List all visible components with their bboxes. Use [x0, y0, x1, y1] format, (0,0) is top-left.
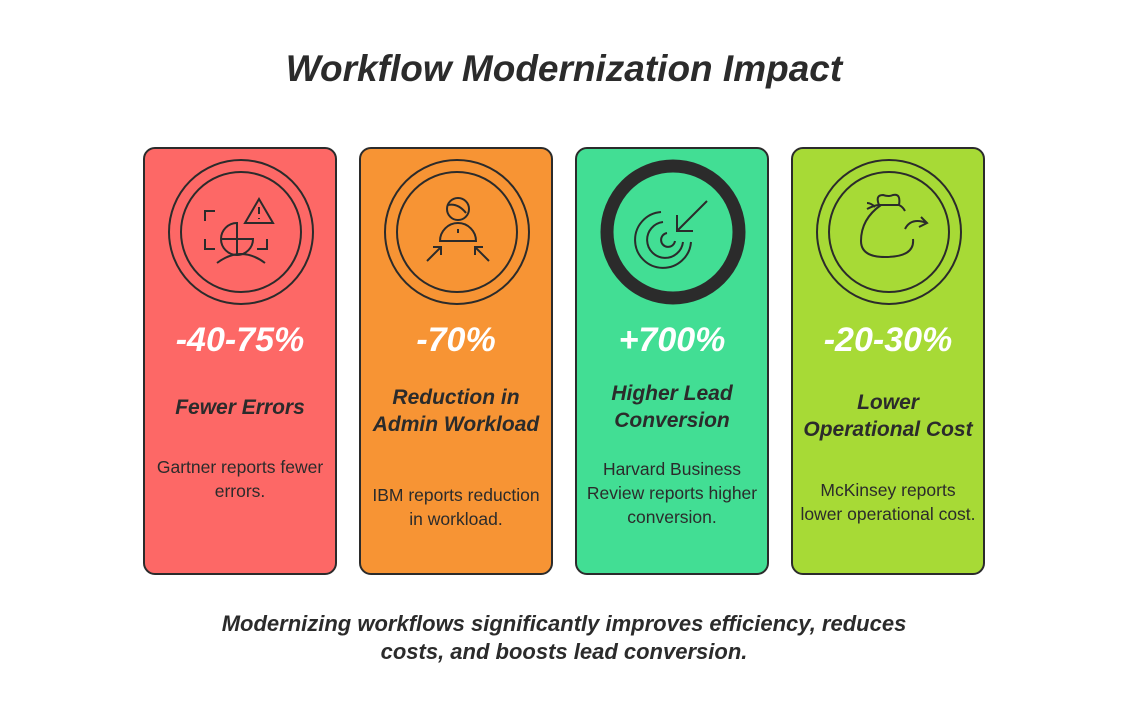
stat-value: -70% [416, 321, 496, 359]
card-operational-cost: -20-30% Lower Operational Cost McKinsey … [791, 147, 985, 575]
stat-label: Lower Operational Cost [803, 391, 973, 441]
admin-person-icon [384, 159, 530, 305]
stat-label: Fewer Errors [175, 395, 305, 419]
stat-label: Reduction in Admin Workload [372, 386, 540, 436]
summary-text: Modernizing workflows significantly impr… [0, 610, 1128, 666]
money-bag-icon [816, 159, 962, 305]
card-fewer-errors: -40-75% Fewer Errors Gartner reports few… [143, 147, 337, 575]
stat-description: McKinsey reports lower operational cost. [800, 480, 976, 524]
page-title: Workflow Modernization Impact [285, 48, 843, 89]
stat-description: Gartner reports fewer errors. [156, 457, 324, 501]
stat-description: IBM reports reduction in workload. [372, 485, 540, 529]
card-admin-workload: -70% Reduction in Admin Workload IBM rep… [359, 147, 553, 575]
stat-label: Higher Lead Conversion [611, 382, 733, 432]
card-lead-conversion: +700% Higher Lead Conversion Harvard Bus… [575, 147, 769, 575]
summary-text-content: Modernizing workflows significantly impr… [221, 611, 907, 664]
stat-value: -20-30% [823, 321, 953, 359]
stat-value: -40-75% [175, 321, 305, 359]
stat-description: Harvard Business Review reports higher c… [586, 459, 758, 527]
target-icon [600, 159, 746, 305]
stat-value: +700% [618, 321, 726, 359]
error-warning-icon [168, 159, 314, 305]
